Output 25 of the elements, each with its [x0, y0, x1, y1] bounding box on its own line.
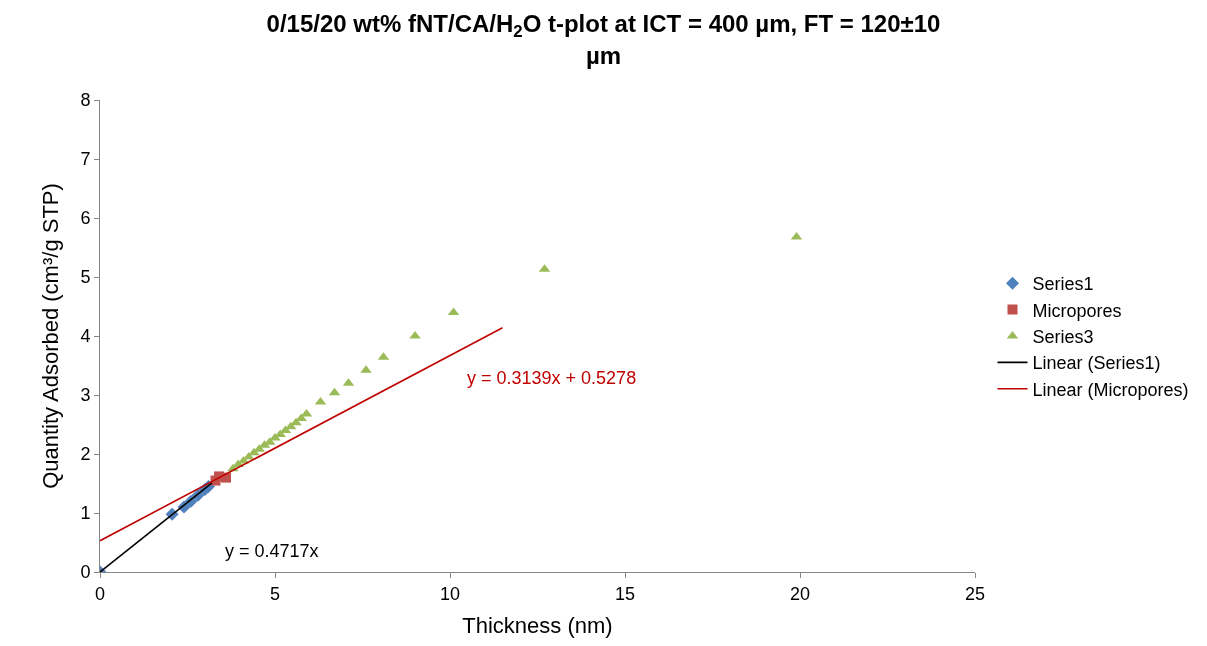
y-tick-label: 7	[80, 149, 91, 170]
legend-label: Micropores	[1032, 300, 1122, 321]
legend-label: Series1	[1032, 274, 1094, 295]
y-tick-label: 3	[80, 385, 91, 406]
y-tick-label: 5	[80, 267, 91, 288]
annotation: y = 0.3139x + 0.5278	[467, 368, 637, 388]
x-tick-label: 15	[614, 583, 636, 604]
y-tick-label: 8	[80, 90, 91, 111]
annotation: y = 0.4717x	[225, 541, 319, 561]
y-axis-title: Quantity Adsorbed (cm³/g STP)	[38, 183, 64, 489]
x-tick-label: 20	[789, 583, 811, 604]
legend-label: Series3	[1032, 327, 1094, 348]
legend-label: Linear (Micropores)	[1032, 379, 1189, 400]
x-tick-label: 5	[269, 583, 281, 604]
legend-label: Linear (Series1)	[1032, 353, 1161, 374]
y-tick-label: 1	[80, 503, 91, 524]
x-tick-label: 25	[964, 583, 986, 604]
chart-title: 0/15/20 wt% fNT/CA/H$_{2}$O t-plot at ICT = 400 µm, FT = 120±10 µm	[266, 10, 941, 69]
x-axis-title: Thickness (nm)	[462, 613, 613, 639]
y-tick-label: 4	[80, 326, 91, 347]
y-tick-label: 6	[80, 208, 91, 229]
x-tick-label: 0	[94, 583, 106, 604]
x-tick-label: 10	[439, 583, 461, 604]
y-tick-label: 2	[80, 444, 91, 465]
y-tick-label: 0	[80, 562, 91, 583]
